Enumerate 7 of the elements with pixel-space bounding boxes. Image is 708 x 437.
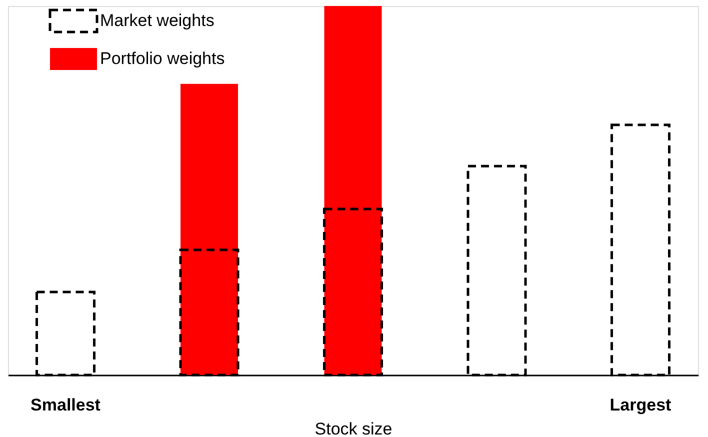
bar <box>180 84 238 375</box>
bar <box>324 6 382 375</box>
x-axis-title: Stock size <box>314 420 392 437</box>
legend-label: Portfolio weights <box>100 49 225 68</box>
x-tick-label: Smallest <box>30 396 101 414</box>
x-tick-label: Largest <box>610 396 672 414</box>
legend-label: Market weights <box>100 11 214 30</box>
